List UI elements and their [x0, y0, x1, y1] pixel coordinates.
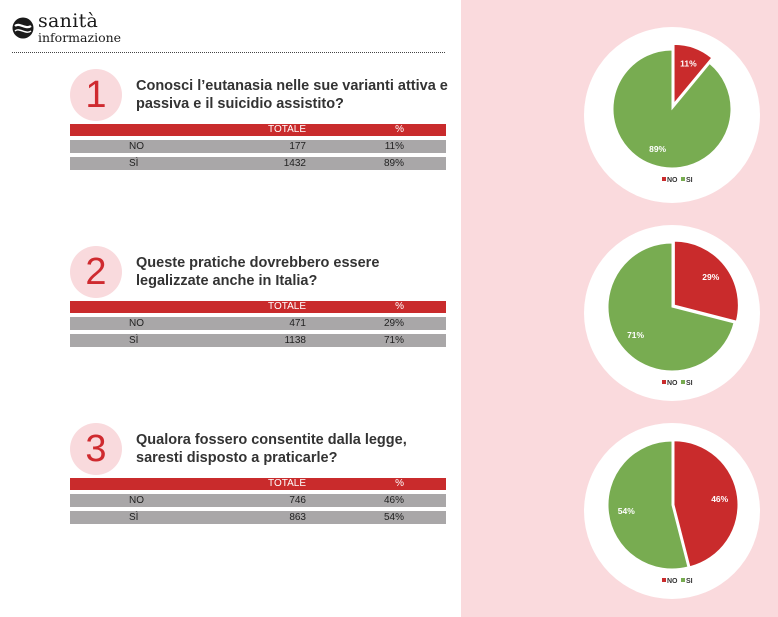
- pie-slice-label: 54%: [618, 506, 635, 516]
- row-pct: 11%: [384, 141, 404, 152]
- legend-label-si: SI: [686, 177, 693, 184]
- pie-chart-2: 29% 71% NO SI: [584, 225, 760, 401]
- table-header: TOTALE %: [70, 124, 446, 136]
- pie-slice-si: [612, 49, 732, 169]
- row-total: 863: [289, 512, 306, 523]
- legend-swatch-no: [662, 578, 666, 582]
- table-row: NO 746 46%: [70, 494, 446, 507]
- table-header: TOTALE %: [70, 478, 446, 490]
- pie-slice-label: 46%: [711, 494, 728, 504]
- row-label: SÌ: [129, 512, 139, 523]
- pie-slice-label: 71%: [627, 330, 644, 340]
- question-text: Conosci l’eutanasia nelle sue varianti a…: [136, 78, 448, 112]
- table-row: SÌ 1138 71%: [70, 334, 446, 347]
- pie-slice-si: [607, 242, 735, 372]
- row-pct: 54%: [383, 512, 404, 523]
- logo-line1: sanità: [38, 10, 99, 32]
- row-label: SÌ: [129, 335, 139, 346]
- header-pct: %: [395, 301, 404, 312]
- table-row: NO 177 11%: [70, 140, 446, 153]
- legend-swatch-no: [662, 380, 666, 384]
- logo-s-icon: [12, 17, 34, 39]
- header-total: TOTALE: [268, 124, 306, 135]
- legend-label-no: NO: [667, 177, 678, 184]
- legend-swatch-no: [662, 177, 666, 181]
- logo-line2: informazione: [38, 30, 122, 45]
- row-total: 1432: [283, 158, 306, 169]
- question-text: Qualora fossero consentite dalla legge, …: [136, 432, 407, 466]
- row-pct: 71%: [383, 335, 404, 346]
- table-header: TOTALE %: [70, 301, 446, 313]
- divider: [12, 52, 445, 53]
- pie-chart-1: 11% 89% NO SI: [584, 27, 760, 203]
- pie-slice-label: 11%: [680, 58, 697, 68]
- pie-slice-no: [673, 240, 739, 322]
- table-row: SÌ 1432 89%: [70, 157, 446, 170]
- pie-slice-no: [673, 43, 713, 105]
- row-label: NO: [129, 141, 144, 152]
- header-pct: %: [395, 478, 404, 489]
- legend-label-no: NO: [667, 578, 678, 585]
- header-pct: %: [395, 124, 404, 135]
- pie-slice-no: [673, 440, 739, 568]
- table-row: SÌ 863 54%: [70, 511, 446, 524]
- header-total: TOTALE: [268, 301, 306, 312]
- pie-slice-label: 29%: [702, 272, 719, 282]
- row-total: 746: [289, 495, 306, 506]
- row-label: SÌ: [129, 158, 139, 169]
- pie-slice-label: 89%: [649, 144, 666, 154]
- legend-swatch-si: [681, 578, 685, 582]
- row-label: NO: [129, 318, 144, 329]
- header-total: TOTALE: [268, 478, 306, 489]
- pie-legend: NO SI: [662, 177, 693, 184]
- legend-label-si: SI: [686, 380, 693, 387]
- pie-legend: NO SI: [662, 380, 693, 387]
- row-pct: 46%: [383, 495, 404, 506]
- question-number: 2: [70, 246, 122, 298]
- pie-legend: NO SI: [662, 578, 693, 585]
- row-total: 177: [289, 141, 306, 152]
- question-text: Queste pratiche dovrebbero essere legali…: [136, 255, 380, 289]
- pie-slice-si: [607, 440, 689, 570]
- table-row: NO 471 29%: [70, 317, 446, 330]
- legend-swatch-si: [681, 177, 685, 181]
- row-pct: 29%: [383, 318, 404, 329]
- legend-label-no: NO: [667, 380, 678, 387]
- legend-swatch-si: [681, 380, 685, 384]
- question-number: 1: [70, 69, 122, 121]
- row-total: 471: [289, 318, 306, 329]
- pie-chart-3: 46% 54% NO SI: [584, 423, 760, 599]
- legend-label-si: SI: [686, 578, 693, 585]
- row-total: 1138: [284, 335, 306, 346]
- question-number: 3: [70, 423, 122, 475]
- row-pct: 89%: [383, 158, 404, 169]
- row-label: NO: [129, 495, 144, 506]
